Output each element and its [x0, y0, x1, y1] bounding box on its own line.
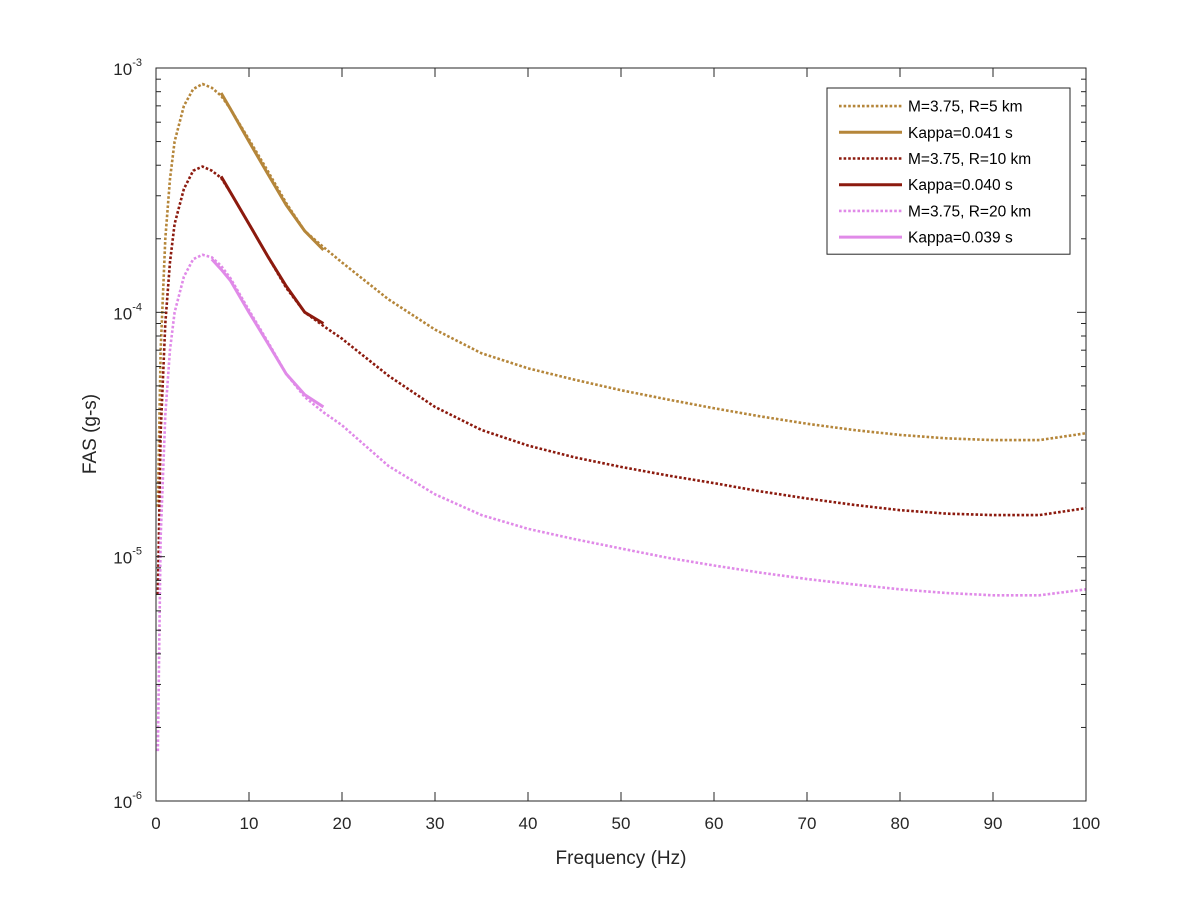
- x-tick-label: 90: [984, 814, 1003, 833]
- series-line-2: [156, 165, 1086, 595]
- y-tick-label-exponent: -4: [132, 301, 142, 313]
- series-line-1: [219, 92, 325, 252]
- y-tick-label-exponent: -3: [132, 57, 142, 69]
- y-tick-label: 10-6: [113, 790, 142, 812]
- x-tick-label: 10: [240, 814, 259, 833]
- legend-label-1: Kappa=0.041 s: [908, 125, 1013, 142]
- x-axis-label: Frequency (Hz): [556, 848, 687, 869]
- x-tick-label: 30: [426, 814, 445, 833]
- x-tick-label: 60: [705, 814, 724, 833]
- legend-box: [826, 87, 1071, 255]
- legend-label-2: M=3.75, R=10 km: [908, 151, 1031, 168]
- x-tick-label: 70: [798, 814, 817, 833]
- legend-label-0: M=3.75, R=5 km: [908, 99, 1023, 116]
- series-line-0: [156, 82, 1086, 507]
- y-tick-label-exponent: -6: [132, 790, 142, 802]
- y-tick-label: 10-4: [113, 301, 142, 323]
- x-tick-label: 0: [151, 814, 160, 833]
- series-layer: [156, 82, 1086, 752]
- y-axis-label: FAS (g-s): [80, 394, 101, 474]
- x-tick-label: 80: [891, 814, 910, 833]
- legend: M=3.75, R=5 km Kappa=0.041 s M=3.75, R=10 …: [826, 87, 1071, 255]
- y-tick-label-base: 10: [113, 549, 132, 568]
- y-tick-label: 10-3: [113, 57, 142, 79]
- series-line-5: [210, 258, 325, 409]
- x-tick-label: 50: [612, 814, 631, 833]
- x-tick-label: 40: [519, 814, 538, 833]
- x-tick-label: 100: [1072, 814, 1100, 833]
- legend-label-4: M=3.75, R=20 km: [908, 203, 1031, 220]
- legend-label-3: Kappa=0.040 s: [908, 177, 1013, 194]
- y-tick-label-base: 10: [113, 304, 132, 323]
- y-tick-label-base: 10: [113, 60, 132, 79]
- series-line-4: [156, 253, 1086, 752]
- y-tick-label-base: 10: [113, 793, 132, 812]
- x-tick-label: 20: [333, 814, 352, 833]
- legend-label-5: Kappa=0.039 s: [908, 230, 1013, 247]
- y-tick-label: 10-5: [113, 546, 142, 568]
- series-line-3: [219, 175, 325, 325]
- y-tick-label-exponent: -5: [132, 546, 142, 558]
